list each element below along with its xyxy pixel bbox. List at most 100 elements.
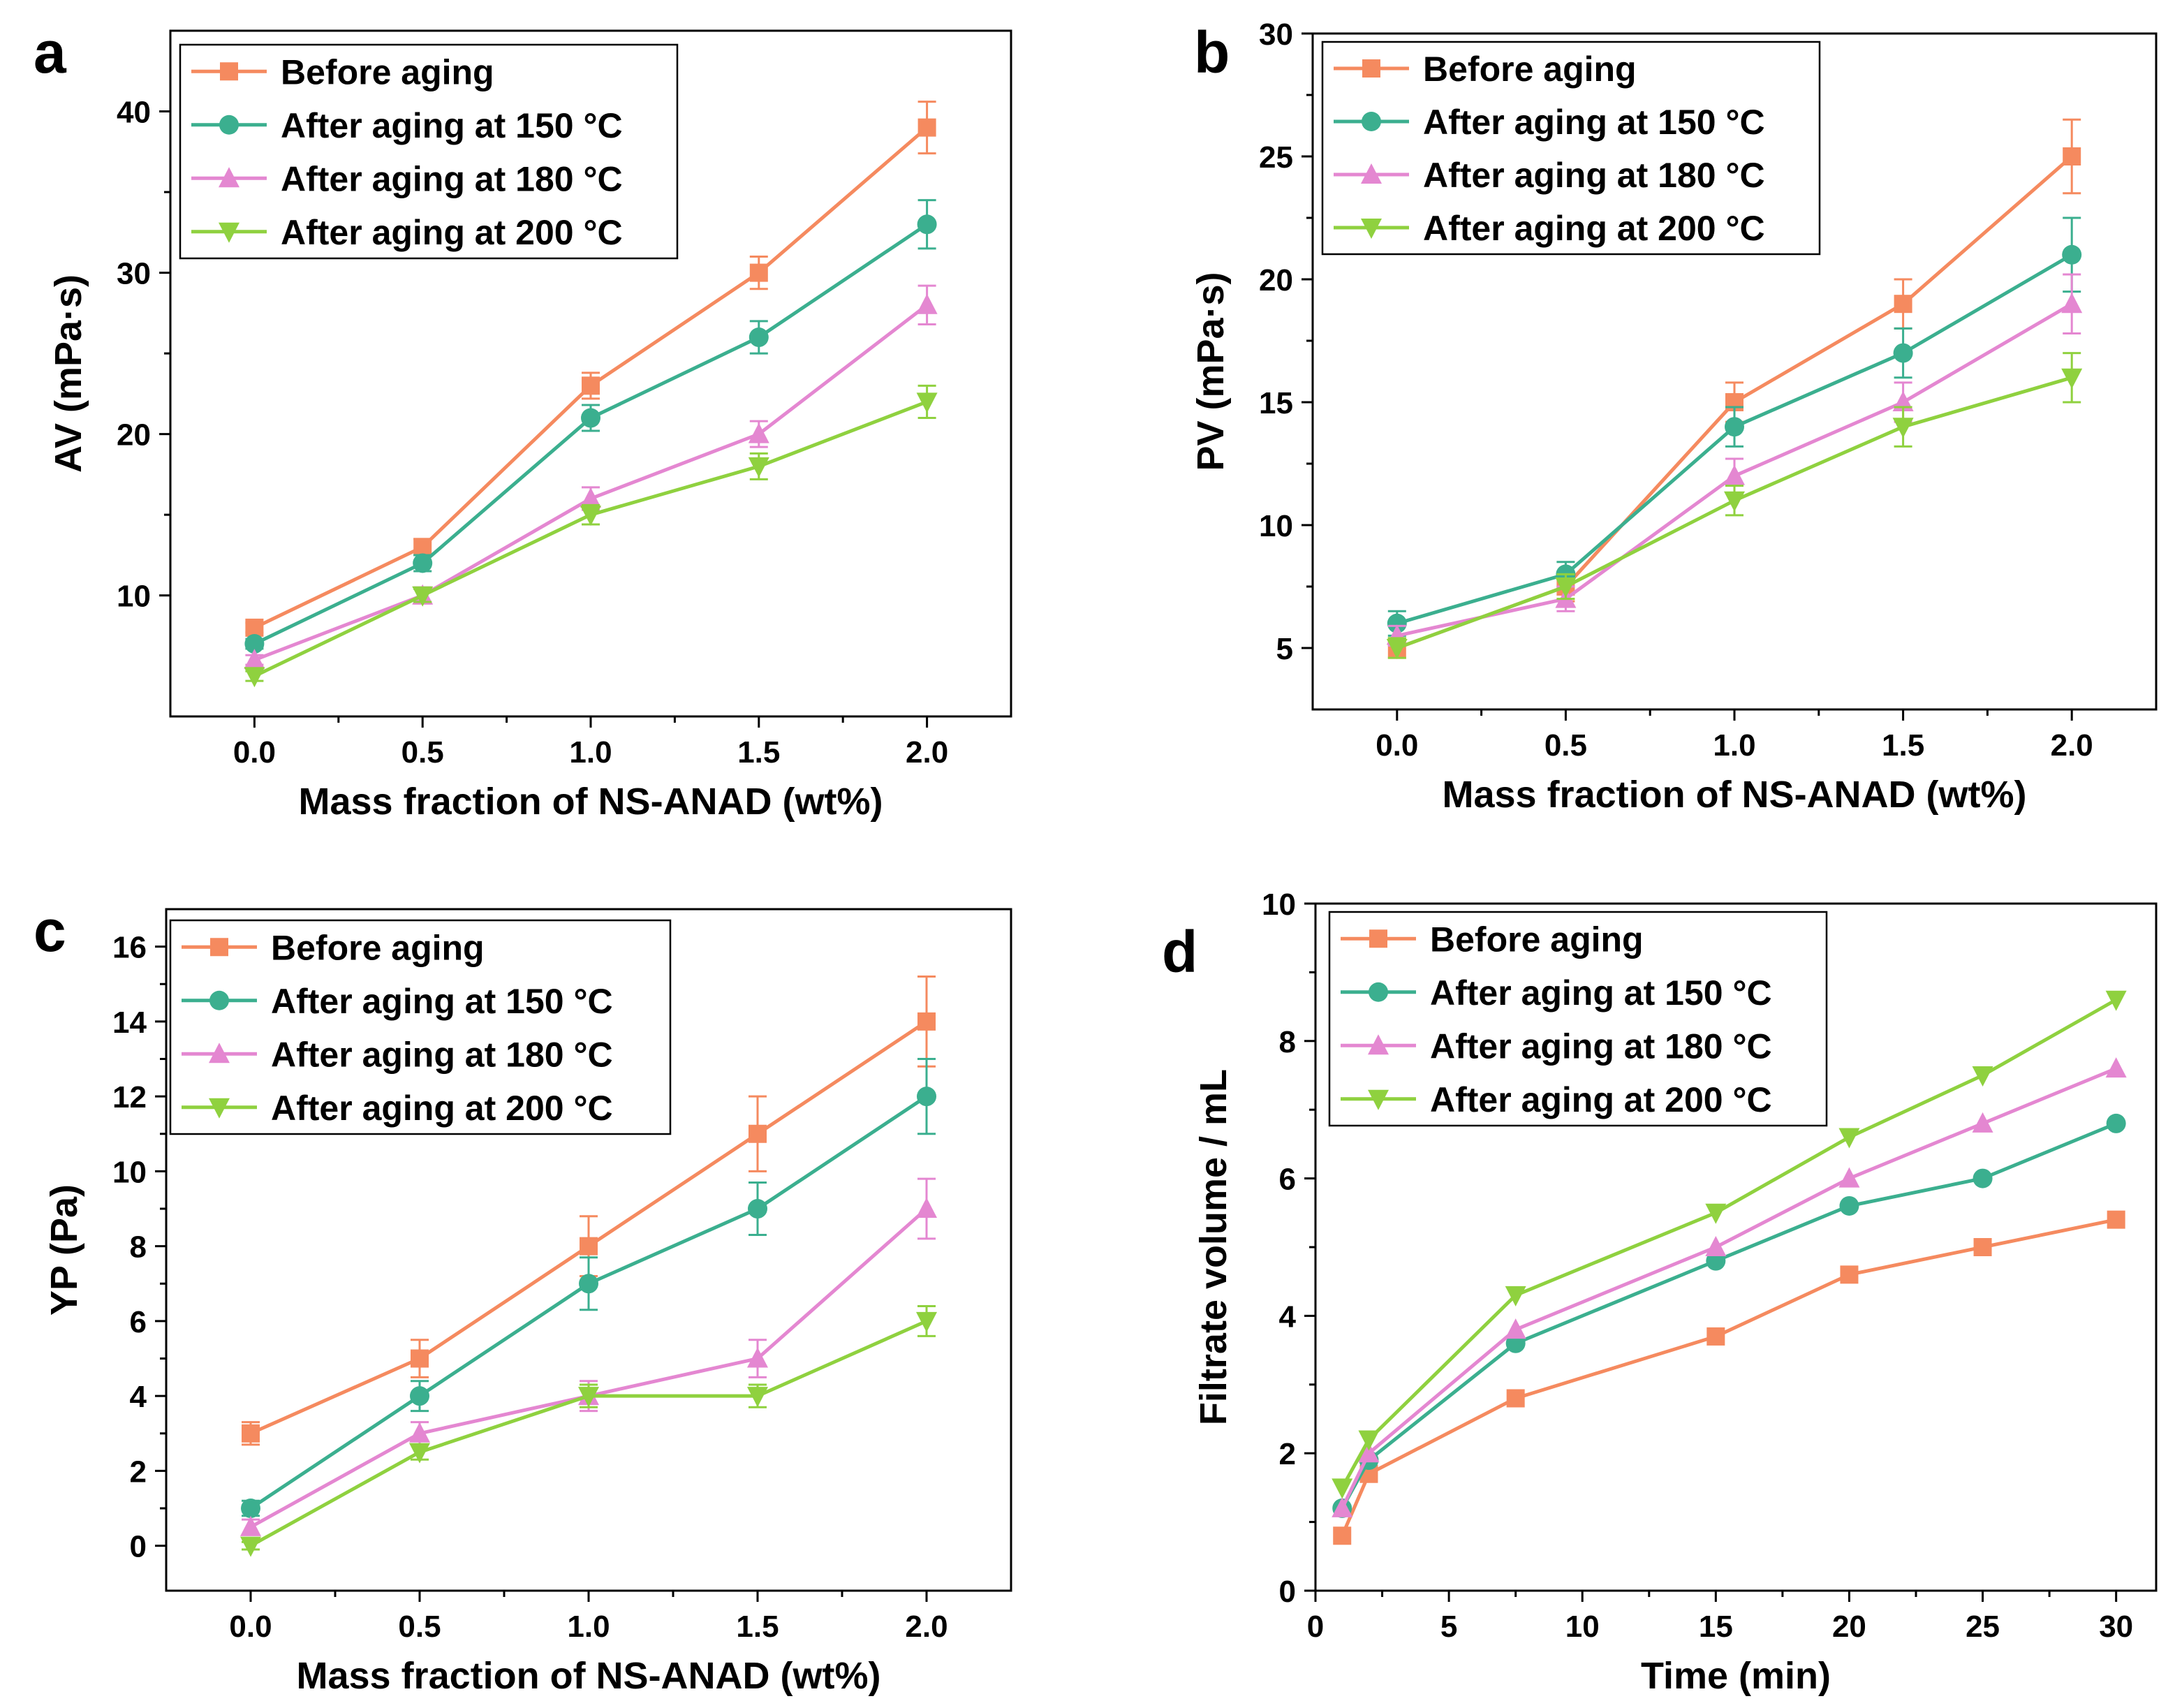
y-tick-label: 10 [112,1155,147,1189]
x-tick-label: 10 [1565,1610,1600,1644]
panel-letter-b: b [1194,20,1230,85]
y-tick-label: 20 [117,418,151,452]
data-point [917,214,937,235]
data-point [580,1237,598,1256]
x-tick-label: 1.0 [569,735,612,770]
legend: Before aging After aging at 150 °C After a… [169,919,672,1135]
legend-item-a150: After aging at 150 °C [1334,103,1765,142]
panel-letter-d: d [1162,919,1197,985]
legend-item-a150: After aging at 150 °C [1341,973,1772,1013]
y-tick-label: 15 [1259,386,1293,420]
data-point [1973,1238,1992,1256]
data-point [916,1311,937,1332]
legend-marker [1361,219,1382,239]
x-tick-label: 0.5 [401,735,444,770]
legend-marker [1369,982,1388,1002]
legend-box [179,43,679,260]
legend-item-a180: After aging at 180 °C [1341,1026,1772,1066]
legend-label: Before aging [1430,920,1644,959]
y-tick-label: 5 [1276,632,1293,666]
panel-letter-a: a [34,20,67,85]
data-point [410,1386,429,1406]
series-a200 [240,1304,937,1557]
data-point [2063,147,2081,165]
legend-item-a180: After aging at 180 °C [1334,156,1765,195]
x-tick-label: 5 [1440,1610,1457,1644]
data-point [2062,244,2082,265]
data-point [1725,417,1744,437]
legend-marker [220,62,238,81]
panel-letter-c: c [34,898,66,964]
data-point [1839,1195,1859,1216]
legend-marker [219,167,239,188]
x-tick-label: 2.0 [2051,728,2093,763]
data-point [1972,1066,1993,1087]
data-point [748,422,769,443]
data-point [409,1422,430,1443]
legend-marker [210,938,228,957]
legend-box [169,919,672,1135]
x-axis-title: Mass fraction of NS-ANAD (wt%) [1442,774,2026,816]
panel-d: d 0 5 10 15 20 25 30 0 2 4 6 8 10 Time (min) Filtrate v… [1162,888,2158,1697]
data-point [916,392,938,413]
data-point [2061,368,2083,389]
data-point [1505,1286,1526,1306]
data-point [747,1347,768,1368]
data-point [1387,613,1407,633]
legend: Before aging After aging at 150 °C After a… [179,43,679,260]
legend-label: After aging at 200 °C [1430,1080,1772,1119]
legend-marker [209,990,229,1010]
x-tick-label: 0.5 [1544,728,1587,763]
y-tick-label: 10 [117,580,151,614]
y-tick-label: 6 [130,1305,147,1339]
legend-marker [219,222,239,243]
data-point [412,586,434,607]
legend-marker [209,1098,230,1119]
y-axis-title: PV (mPa·s) [1190,272,1232,471]
legend-marker [1362,59,1380,78]
y-tick-label: 0 [1279,1575,1296,1609]
legend-item-a180: After aging at 180 °C [191,159,623,198]
x-tick-label: 0.0 [229,1610,272,1644]
legend-label: After aging at 150 °C [271,982,613,1021]
data-point [2105,990,2127,1011]
legend-item-before: Before aging [1334,50,1637,89]
legend-marker [1368,1089,1389,1110]
panel-b: b 0.0 0.5 1.0 1.5 2.0 5 10 15 20 25 30 Mass fraction… [1190,17,2158,816]
x-tick-label: 1.5 [1882,728,1924,763]
legend-label: Before aging [271,928,485,967]
series-a200 [1332,990,2127,1499]
data-point [240,1515,261,1536]
series-a150 [241,1058,936,1519]
panel-a: a 0.0 0.5 1.0 1.5 2.0 10 20 30 40 Mass fraction of… [34,20,1012,823]
data-point [2107,1210,2125,1229]
legend-marker [209,1043,230,1063]
x-tick-label: 1.5 [737,735,780,770]
data-point [1386,639,1408,659]
y-tick-label: 20 [1259,263,1293,297]
legend-label: After aging at 150 °C [1423,103,1765,142]
data-point [413,538,432,557]
data-point [1724,464,1745,485]
legend-label: After aging at 150 °C [281,106,623,145]
data-point [747,1387,768,1408]
data-point [1705,1236,1727,1256]
legend-label: After aging at 180 °C [1423,156,1765,195]
y-tick-label: 4 [130,1380,147,1414]
legend-item-a150: After aging at 150 °C [182,982,613,1021]
y-tick-label: 2 [130,1455,147,1489]
data-point [581,408,600,428]
series-a200 [1386,352,2083,659]
legend-marker [219,115,239,135]
y-tick-label: 40 [117,96,151,130]
data-point [1972,1112,1993,1133]
data-point [1893,343,1913,363]
y-tick-label: 4 [1279,1300,1297,1334]
data-point [1706,1327,1725,1346]
legend-label: After aging at 200 °C [1423,209,1765,248]
x-tick-label: 1.5 [736,1610,779,1644]
legend-label: After aging at 180 °C [281,159,623,198]
y-tick-label: 8 [1279,1025,1296,1059]
